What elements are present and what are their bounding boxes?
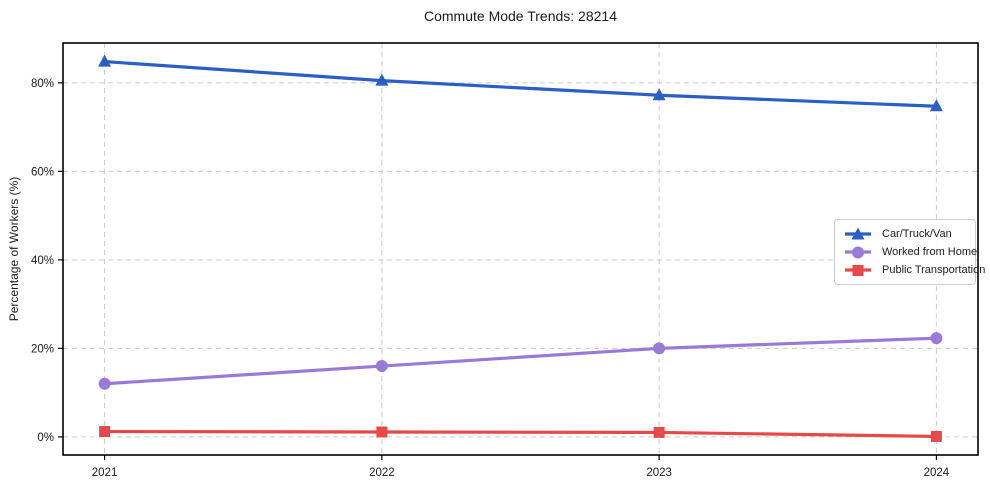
legend-triangle-marker-icon [845,227,871,240]
data-point-marker-worked-from-home [930,332,943,345]
data-point-marker-worked-from-home [98,377,111,390]
legend-item-car-truck-van: Car/Truck/Van [843,227,967,241]
series-line-public-transportation [104,429,937,439]
data-point-marker-public-transportation [99,426,111,438]
data-point-marker-car-truck-van [98,54,112,67]
data-point-marker-car-truck-van [929,99,943,112]
legend-label-public-transportation: Public Transportation [882,264,986,276]
legend-item-worked-from-home: Worked from Home [843,245,977,259]
legend-label-worked-from-home: Worked from Home [882,246,978,258]
series-line-worked-from-home [104,336,937,386]
legend-item-public-transportation: Public Transportation [843,263,985,277]
plot-border [62,42,979,456]
legend-marker-worked-from-home [852,246,864,259]
data-point-marker-worked-from-home [653,342,666,355]
legend-square-marker-icon [845,265,871,276]
y-tick-label: 80% [31,78,54,90]
data-point-marker-public-transportation [930,430,942,442]
legend-label-car-truck-van: Car/Truck/Van [882,228,952,240]
y-tick-label: 60% [31,166,54,178]
legend-circle-marker-icon [845,246,871,259]
data-point-marker-public-transportation [376,426,388,438]
x-tick-label: 2023 [646,467,672,479]
y-tick-label: 20% [31,343,54,355]
chart-title: Commute Mode Trends: 28214 [424,8,617,24]
data-point-marker-car-truck-van [652,88,666,101]
legend-marker-public-transportation [852,265,864,276]
data-point-marker-public-transportation [653,426,665,438]
x-tick-label: 2021 [92,467,118,479]
x-tick-label: 2024 [924,467,950,479]
y-tick-label: 40% [31,255,54,267]
data-point-marker-worked-from-home [375,360,388,373]
y-tick-label: 0% [37,432,54,444]
legend-marker-car-truck-van [851,227,865,240]
data-point-marker-car-truck-van [375,73,389,86]
legend: Car/Truck/Van Worked from Home Public Tran… [834,219,985,285]
series-line-car-truck-van [104,59,937,108]
x-tick-label: 2022 [369,467,395,479]
